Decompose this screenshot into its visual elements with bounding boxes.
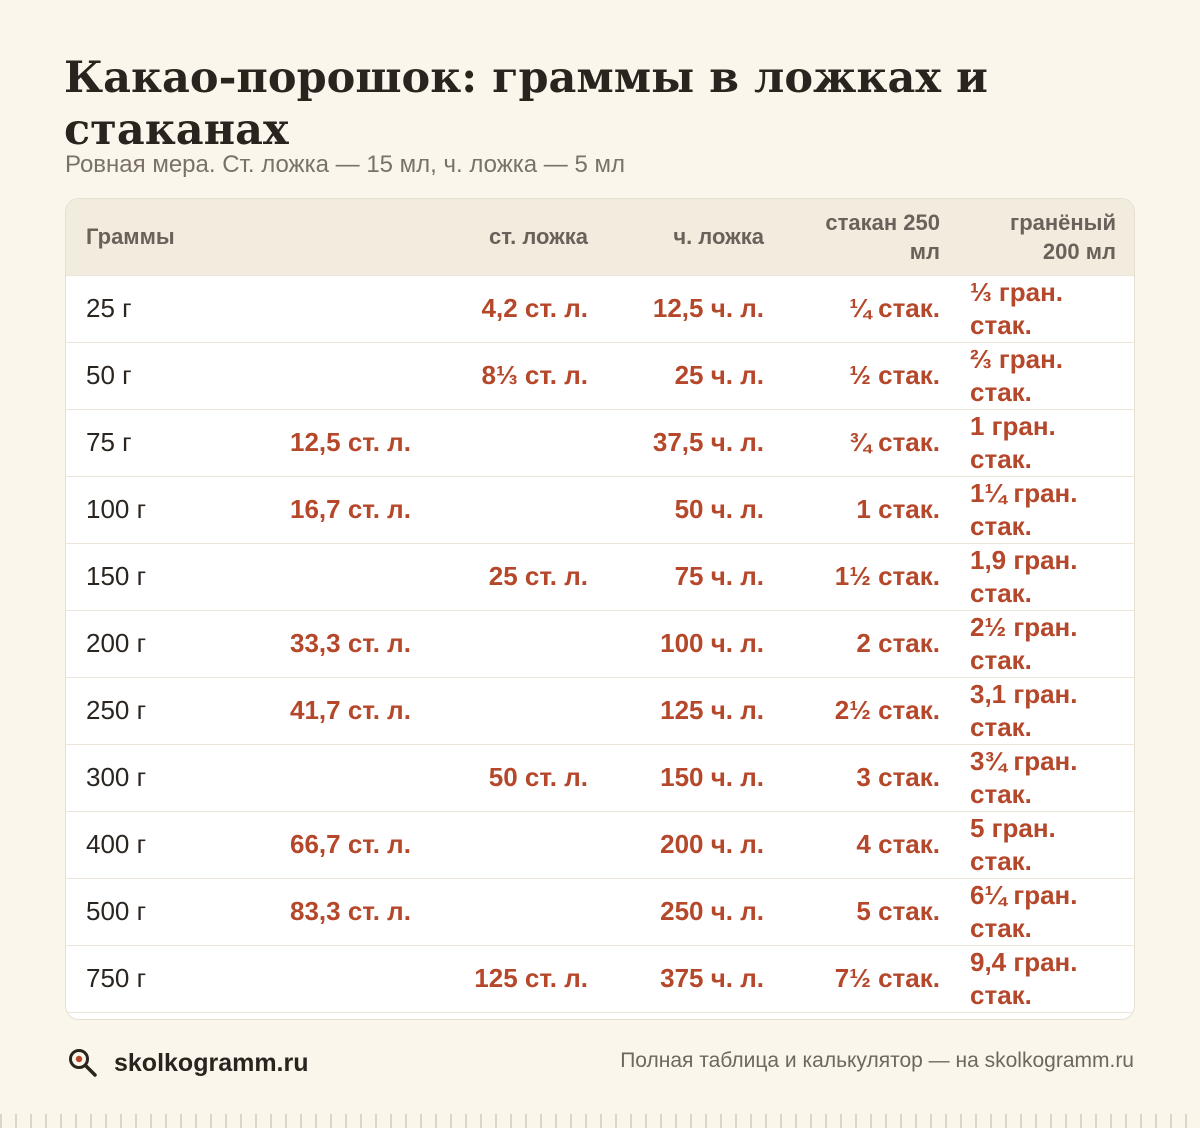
conversion-table: Граммы ст. ложка ч. ложка стакан 250 мл … [66, 199, 1134, 1019]
cell-tablespoon: 16,7 ст. л. [260, 475, 606, 543]
cell-grams: 25 г [66, 274, 260, 342]
cell-faceted-glass-200: 3¾ гран. стак. [958, 743, 1134, 811]
cell-cup-250: 4 стак. [782, 810, 958, 878]
cell-faceted-glass-200: 1¼ гран. стак. [958, 475, 1134, 543]
table-row: 750 г 125 ст. л. 375 ч. л. 7½ стак. 9,4 гран… [66, 944, 1134, 1012]
cell-faceted-glass-200: 1,9 гран. стак. [958, 542, 1134, 610]
table-body: 25 г 4,2 ст. л. 12,5 ч. л. ¼ стак. ⅓ гран. с… [66, 274, 1134, 1019]
header-grams: Граммы [86, 224, 175, 250]
cell-grams: 300 г [66, 743, 260, 811]
cell-grams: 1000 г [66, 1011, 260, 1019]
cell-grams: 500 г [66, 877, 260, 945]
cell-teaspoon: 200 ч. л. [606, 810, 782, 878]
cell-teaspoon: 500 ч. л. [606, 1011, 782, 1019]
cell-teaspoon: 12,5 ч. л. [606, 274, 782, 342]
cell-faceted-glass-200: 3,1 гран. стак. [958, 676, 1134, 744]
table-row: 100 г 16,7 ст. л. 50 ч. л. 1 стак. 1¼ гран. … [66, 475, 1134, 543]
cell-tablespoon: 50 ст. л. [260, 743, 606, 811]
conversion-table-card: Граммы ст. ложка ч. ложка стакан 250 мл … [65, 198, 1135, 1020]
cell-cup-250: 2½ стак. [782, 676, 958, 744]
cell-cup-250: 1 стак. [782, 475, 958, 543]
cell-tablespoon: 83,3 ст. л. [260, 877, 606, 945]
cell-teaspoon: 125 ч. л. [606, 676, 782, 744]
cell-teaspoon: 37,5 ч. л. [606, 408, 782, 476]
table-row: 1000 г166,7 ст. л.500 ч. л.10 стак.12,5 … [66, 1011, 1134, 1019]
cell-teaspoon: 50 ч. л. [606, 475, 782, 543]
cell-grams: 50 г [66, 341, 260, 409]
cell-cup-250: ¾ стак. [782, 408, 958, 476]
cell-tablespoon: 41,7 ст. л. [260, 676, 606, 744]
cell-grams: 250 г [66, 676, 260, 744]
page-title: Какао-порошок: граммы в ложках и стакана… [64, 53, 988, 155]
cell-tablespoon: 8⅓ ст. л. [260, 341, 606, 409]
magnifier-icon [69, 1049, 97, 1077]
cell-cup-250: 1½ стак. [782, 542, 958, 610]
table-row: 150 г 25 ст. л. 75 ч. л. 1½ стак. 1,9 гран. … [66, 542, 1134, 610]
cell-tablespoon: 25 ст. л. [260, 542, 606, 610]
table-row: 500 г 83,3 ст. л. 250 ч. л. 5 стак. 6¼ гран.… [66, 877, 1134, 945]
table-row: 25 г 4,2 ст. л. 12,5 ч. л. ¼ стак. ⅓ гран. с… [66, 274, 1134, 342]
cell-cup-250: 7½ стак. [782, 944, 958, 1012]
table-row: 400 г 66,7 ст. л. 200 ч. л. 4 стак. 5 гран. … [66, 810, 1134, 878]
page-subtitle: Ровная мера. Ст. ложка — 15 мл, ч. ложка… [65, 151, 625, 178]
cell-cup-250: ½ стак. [782, 341, 958, 409]
cell-cup-250: 2 стак. [782, 609, 958, 677]
cell-grams: 200 г [66, 609, 260, 677]
cell-faceted-glass-200: 6¼ гран. стак. [958, 877, 1134, 945]
cell-faceted-glass-200: 5 гран. стак. [958, 810, 1134, 878]
cell-faceted-glass-200: 9,4 гран. стак. [958, 944, 1134, 1012]
cell-tablespoon: 33,3 ст. л. [260, 609, 606, 677]
footer-note: Полная таблица и калькулятор — на skolko… [620, 1049, 1134, 1072]
cell-teaspoon: 25 ч. л. [606, 341, 782, 409]
cell-grams: 150 г [66, 542, 260, 610]
cell-grams: 100 г [66, 475, 260, 543]
table-row: 300 г 50 ст. л. 150 ч. л. 3 стак. 3¾ гран. с… [66, 743, 1134, 811]
cell-teaspoon: 100 ч. л. [606, 609, 782, 677]
cell-teaspoon: 150 ч. л. [606, 743, 782, 811]
table-row: 200 г 33,3 ст. л. 100 ч. л. 2 стак. 2½ гран.… [66, 609, 1134, 677]
cell-faceted-glass-200: 12,5 гран. стак. [958, 1011, 1134, 1019]
cell-tablespoon: 66,7 ст. л. [260, 810, 606, 878]
brand-name: skolkogramm.ru [114, 1048, 309, 1077]
table-row: 50 г 8⅓ ст. л. 25 ч. л. ½ стак. ⅔ гран. стак… [66, 341, 1134, 409]
cell-cup-250: 3 стак. [782, 743, 958, 811]
cell-faceted-glass-200: 2½ гран. стак. [958, 609, 1134, 677]
cell-grams: 400 г [66, 810, 260, 878]
header-faceted-glass-200: гранёный 200 мл [1010, 209, 1116, 264]
cell-cup-250: ¼ стак. [782, 274, 958, 342]
cell-tablespoon: 12,5 ст. л. [260, 408, 606, 476]
table-header-row: Граммы ст. ложка ч. ложка стакан 250 мл … [66, 199, 1134, 275]
cell-faceted-glass-200: ⅔ гран. стак. [958, 341, 1134, 409]
table-row: 75 г 12,5 ст. л. 37,5 ч. л. ¾ стак. 1 гран. … [66, 408, 1134, 476]
cell-grams: 750 г [66, 944, 260, 1012]
cell-tablespoon: 166,7 ст. л. [260, 1011, 606, 1019]
footer-brand[interactable]: skolkogramm.ru [66, 1046, 309, 1080]
header-cup-250: стакан 250 мл [825, 209, 940, 264]
cell-teaspoon: 75 ч. л. [606, 542, 782, 610]
cell-cup-250: 5 стак. [782, 877, 958, 945]
cell-tablespoon: 4,2 ст. л. [260, 274, 606, 342]
cell-grams: 75 г [66, 408, 260, 476]
ruler-decoration [0, 1114, 1200, 1128]
cell-faceted-glass-200: 1 гран. стак. [958, 408, 1134, 476]
cell-faceted-glass-200: ⅓ гран. стак. [958, 274, 1134, 342]
cell-cup-250: 10 стак. [782, 1011, 958, 1019]
header-tablespoon: ст. ложка [489, 224, 588, 250]
table-row: 250 г 41,7 ст. л. 125 ч. л. 2½ стак. 3,1 гра… [66, 676, 1134, 744]
cell-teaspoon: 250 ч. л. [606, 877, 782, 945]
cell-tablespoon: 125 ст. л. [260, 944, 606, 1012]
cell-teaspoon: 375 ч. л. [606, 944, 782, 1012]
header-teaspoon: ч. ложка [673, 224, 764, 250]
